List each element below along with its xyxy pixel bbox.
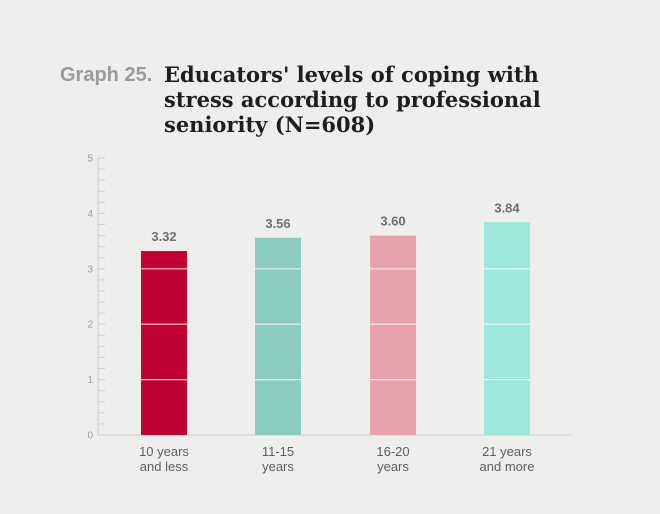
x-tick-label: years [377, 459, 409, 474]
bar [484, 222, 530, 435]
y-tick-label: 3 [87, 264, 93, 275]
bar [370, 235, 416, 435]
y-tick-label: 0 [87, 431, 93, 442]
x-tick-label: 11-15 [262, 444, 294, 459]
x-tick-label: and more [480, 459, 535, 474]
data-label: 3.32 [151, 229, 176, 244]
bar [255, 237, 301, 435]
chart-title: Educators' levels of coping with stress … [164, 62, 541, 137]
x-tick-label: 21 years [482, 444, 532, 459]
x-tick-label: 10 years [139, 444, 189, 459]
x-tick-label: years [262, 459, 294, 474]
y-tick-label: 1 [87, 375, 93, 386]
x-tick-label: 16-20 [376, 444, 409, 459]
x-tick-label: and less [140, 459, 189, 474]
y-tick-label: 5 [87, 154, 93, 165]
graph-number: Graph 25. [60, 64, 153, 86]
data-label: 3.60 [380, 214, 405, 229]
data-label: 3.56 [265, 216, 290, 231]
data-label: 3.84 [494, 200, 520, 215]
bar [141, 251, 187, 435]
y-tick-label: 4 [87, 209, 93, 220]
y-tick-label: 2 [87, 320, 93, 331]
